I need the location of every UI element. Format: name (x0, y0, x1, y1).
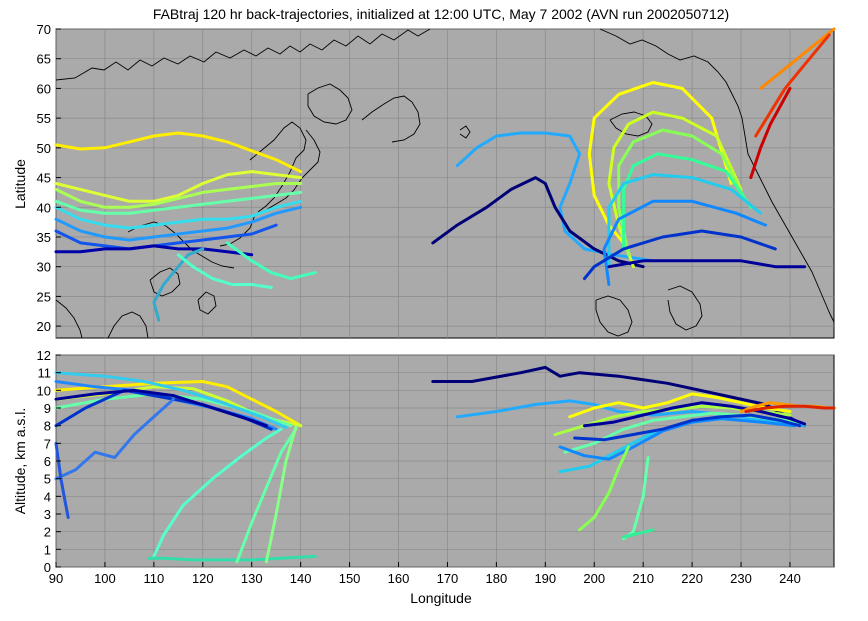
map-trajectory-18 (602, 199, 767, 286)
map-ytick-label-2: 30 (37, 260, 51, 275)
altitude-ytick-label-9: 9 (44, 401, 51, 416)
altitude-ytick-label-0: 0 (44, 560, 51, 575)
altitude-ytick-label-8: 8 (44, 419, 51, 434)
altitude-ytick-label-10: 10 (37, 383, 51, 398)
map-trajectory-1 (54, 170, 303, 203)
altitude-trajectory-19 (558, 417, 797, 461)
map-trajectory-5 (54, 205, 303, 242)
altitude-trajectory-6 (54, 388, 268, 428)
xtick-label-3: 120 (192, 571, 214, 586)
map-trajectory-23 (749, 86, 792, 180)
map-trajectory-16 (622, 152, 753, 251)
altitude-trajectory-12 (264, 425, 298, 564)
map-ytick-label-3: 35 (37, 230, 51, 245)
altitude-trajectory-7 (54, 397, 175, 481)
map-trajectory-17 (607, 173, 763, 269)
map-trajectory-3 (54, 190, 303, 215)
altitude-trajectory-20 (573, 413, 802, 442)
map-trajectory-7 (54, 244, 254, 257)
xtick-label-0: 90 (49, 571, 63, 586)
xtick-label-9: 180 (486, 571, 508, 586)
xtick-label-12: 210 (632, 571, 654, 586)
altitude-trajectory-11 (235, 427, 298, 564)
map-trajectory-19 (583, 229, 777, 281)
altitude-trajectory-21 (583, 401, 807, 428)
map-trajectory-8 (152, 247, 205, 322)
altitude-trajectory-15 (568, 392, 792, 419)
map-ytick-label-8: 60 (37, 81, 51, 96)
xtick-label-13: 220 (681, 571, 703, 586)
map-trajectory-9 (176, 253, 273, 289)
xtick-label-1: 100 (94, 571, 116, 586)
map-trajectory-10 (225, 241, 317, 281)
map-trajectory-6 (54, 223, 278, 251)
map-ytick-label-4: 40 (37, 200, 51, 215)
map-plot-area (55, 28, 835, 339)
xtick-label-15: 240 (779, 571, 801, 586)
xtick-label-5: 140 (290, 571, 312, 586)
map-trajectory-21 (759, 27, 836, 90)
altitude-trajectory-9 (152, 427, 283, 558)
map-trajectory-13 (587, 81, 733, 251)
map-trajectory-0 (54, 131, 303, 174)
map-trajectory-14 (607, 110, 743, 269)
altitude-trajectory-0 (54, 380, 303, 428)
map-trajectory-12 (431, 176, 645, 269)
altitude-trajectory-26 (744, 404, 836, 413)
altitude-ytick-label-4: 4 (44, 489, 51, 504)
xtick-label-11: 200 (583, 571, 605, 586)
altitude-ytick-label-3: 3 (44, 507, 51, 522)
map-trajectory-11 (455, 131, 655, 263)
xtick-label-7: 160 (388, 571, 410, 586)
map-ytick-label-5: 45 (37, 171, 51, 186)
map-trajectory-2 (54, 182, 303, 209)
altitude-trajectory-10 (147, 554, 317, 562)
xtick-label-2: 110 (143, 571, 164, 586)
altitude-trajectory-3 (54, 371, 288, 429)
altitude-ytick-label-5: 5 (44, 472, 51, 487)
map-ytick-label-6: 50 (37, 141, 51, 156)
coastline-map (55, 28, 835, 339)
map-trajectory-22 (754, 33, 831, 138)
altitude-grid (55, 354, 834, 568)
xtick-label-8: 170 (437, 571, 459, 586)
altitude-ytick-label-1: 1 (44, 542, 51, 557)
map-ytick-label-10: 70 (37, 22, 51, 37)
map-ytick-label-7: 55 (37, 111, 51, 126)
map-trajectories (54, 27, 836, 322)
map-y-ticks: 20 25 30 35 40 45 50 55 60 65 70 (37, 22, 61, 334)
xtick-label-14: 230 (730, 571, 752, 586)
xtick-label-6: 150 (339, 571, 361, 586)
altitude-trajectory-24 (622, 528, 655, 539)
map-ytick-label-9: 65 (37, 52, 51, 67)
map-trajectory-20 (607, 259, 807, 269)
altitude-ytick-label-11: 11 (38, 366, 52, 381)
map-y-axis-label: Latitude (12, 159, 28, 209)
map-ytick-label-0: 20 (37, 319, 51, 334)
map-ytick-label-1: 25 (37, 289, 51, 304)
x-axis-label: Longitude (410, 590, 472, 606)
chart-title: FABtraj 120 hr back-trajectories, initia… (153, 6, 729, 22)
altitude-y-axis-label: Altitude, km a.s.l. (12, 408, 28, 515)
altitude-ytick-label-2: 2 (44, 525, 51, 540)
xtick-label-4: 130 (241, 571, 263, 586)
map-trajectory-15 (617, 128, 748, 257)
altitude-ytick-label-12: 12 (37, 348, 51, 363)
xtick-label-10: 190 (534, 571, 556, 586)
map-panel: 20 25 30 35 40 45 50 55 60 65 70 Latitude (12, 22, 836, 339)
altitude-ytick-label-7: 7 (44, 436, 51, 451)
altitude-ytick-label-6: 6 (44, 454, 51, 469)
altitude-x-ticks: 90 100 110 120 130 140 150 160 170 180 190 200 210 22… (49, 562, 801, 586)
map-trajectory-4 (54, 199, 303, 230)
altitude-trajectory-22 (578, 445, 630, 532)
altitude-trajectory-13 (431, 365, 807, 428)
